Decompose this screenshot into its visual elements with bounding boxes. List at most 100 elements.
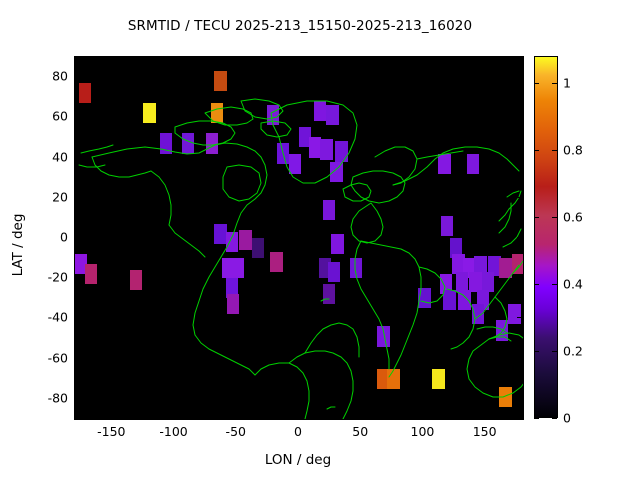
y-tick-label: -40 [47,309,68,325]
x-tick-mark [173,57,175,62]
data-cell [326,105,339,126]
x-tick-label: -50 [225,424,246,439]
data-cell [225,231,238,253]
colorbar-tick-mark [534,283,539,285]
x-tick-mark [173,413,175,418]
data-cell [335,141,348,162]
data-cell [75,254,88,275]
y-tick-label: 20 [52,189,68,205]
data-cell [239,229,252,251]
colorbar-tick-mark [534,216,539,218]
y-tick-mark [74,237,79,238]
x-tick-mark [360,413,362,418]
x-tick-label: -100 [159,424,188,439]
data-cell [469,272,482,293]
x-tick-label: -150 [97,424,126,439]
y-tick-mark [517,357,522,359]
data-cell [214,223,227,245]
data-cell [508,304,521,325]
y-tick-mark [74,357,79,359]
colorbar-tick-label: 0.2 [563,343,583,359]
data-cell [308,137,322,158]
y-tick-mark [74,277,79,279]
data-cell [377,368,390,389]
colorbar-tick-mark [552,283,557,285]
data-cell [251,238,265,259]
data-cell [455,272,469,293]
coastline-layer [78,98,523,419]
y-tick-label: 80 [52,68,68,84]
colorbar-tick-label: 0.6 [563,209,583,225]
data-cell [231,258,245,279]
chart-title: SRMTID / TECU 2025-213_15150-2025-213_16… [127,18,473,34]
x-tick-mark [111,57,113,62]
y-tick-mark [517,196,522,198]
x-tick-mark [235,413,237,418]
colorbar-tick-mark [552,418,557,419]
x-axis-title: LON / deg [264,452,332,468]
colorbar-tick-label: 0.8 [563,142,583,158]
y-tick-mark [74,397,79,399]
data-cell [320,139,333,160]
y-tick-label: -60 [47,350,68,366]
x-tick-mark [484,57,486,62]
map-plot-area[interactable] [74,56,524,420]
data-cell [449,238,462,259]
data-cell [225,278,238,299]
data-cell [299,127,312,148]
data-cell [499,386,512,407]
x-tick-mark [111,413,113,418]
data-cell [458,290,471,311]
y-tick-mark [517,76,522,78]
colorbar-tick-mark [534,149,539,151]
x-tick-label: 0 [294,424,302,439]
data-cell [452,254,465,275]
y-tick-mark [517,156,522,158]
data-cell [78,83,92,104]
y-tick-label: 40 [52,149,68,165]
y-tick-label: -20 [47,269,68,285]
colorbar-tick-mark [552,82,557,84]
data-cell [481,272,495,293]
colorbar[interactable] [534,56,558,418]
y-tick-mark [74,76,79,78]
colorbar-tick-label: 0 [563,410,571,426]
data-cell [499,258,512,279]
colorbar-tick-mark [534,350,539,352]
x-tick-mark [298,57,299,62]
y-tick-mark [517,317,522,319]
data-cell [488,256,501,277]
data-cell [387,368,400,389]
data-cell [331,233,344,255]
x-tick-mark [298,413,299,418]
data-cell [322,199,336,220]
x-tick-mark [235,57,237,62]
x-tick-mark [484,413,486,418]
data-cell [270,252,283,273]
data-cell [129,270,143,291]
x-tick-mark [422,57,424,62]
data-cell [438,153,451,174]
data-cell [440,215,454,236]
data-cell [313,101,327,122]
y-tick-mark [517,397,522,399]
data-cell [143,103,156,124]
x-tick-mark [360,57,362,62]
data-cell [289,153,302,174]
colorbar-tick-mark [534,82,539,84]
x-tick-mark [422,413,424,418]
x-tick-label: 100 [410,424,435,439]
data-cell [467,153,480,174]
colorbar-gradient [534,56,558,418]
y-tick-mark [74,116,79,118]
y-tick-mark [74,317,79,319]
data-cell [159,133,173,154]
data-cell [432,368,445,389]
data-cell [350,258,363,279]
data-cell [327,262,341,283]
colorbar-tick-mark [552,216,557,218]
data-cell [418,288,431,309]
y-tick-mark [517,277,522,279]
colorbar-tick-mark [534,418,539,419]
x-axis-tick-labels: -150 -100 -50 0 50 100 150 [0,424,640,444]
